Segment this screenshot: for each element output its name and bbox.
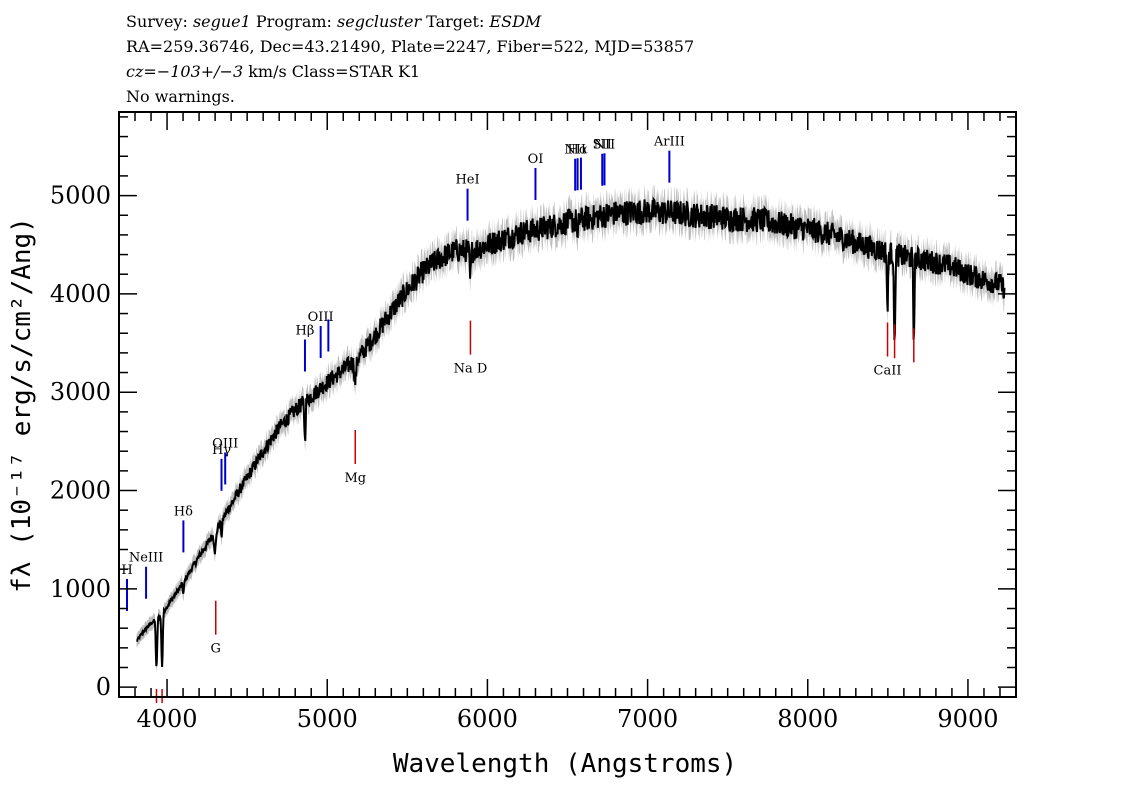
emission-line-label: NeIII xyxy=(129,551,163,566)
y-tick-label: 2000 xyxy=(50,477,111,505)
emission-line-label: HeI xyxy=(455,173,479,188)
y-axis-label: fλ (10⁻¹⁷ erg/s/cm²/Ang) xyxy=(7,217,37,593)
emission-line-label: Hγ xyxy=(212,443,231,458)
survey-label: Survey: xyxy=(126,12,193,31)
absorption-line-label: G xyxy=(211,642,221,657)
x-axis-label: Wavelength (Angstroms) xyxy=(393,749,737,779)
plot-frame xyxy=(118,111,1017,698)
emission-line-label: NII xyxy=(564,143,586,158)
chart-header: Survey: segue1 Program: segcluster Targe… xyxy=(126,12,694,106)
header-line-survey: Survey: segue1 Program: segcluster Targe… xyxy=(126,12,542,31)
absorption-line-label: Na D xyxy=(454,362,488,377)
y-tick-label: 1000 xyxy=(50,575,111,603)
class-value: km/s Class=STAR K1 xyxy=(243,62,420,81)
tick-labels: 4000 5000 6000 7000 8000 9000 0 1000 2000 3000 400… xyxy=(50,182,999,733)
emission-line-label: OIII xyxy=(308,310,334,325)
emission-line-label: Hδ xyxy=(174,504,193,519)
header-line-coords: RA=259.36746, Dec=43.21490, Plate=2247, … xyxy=(126,37,694,56)
y-tick-label: 4000 xyxy=(50,280,111,308)
redshift-value: cz=−103+/−3 xyxy=(126,62,243,81)
survey-value: segue1 xyxy=(193,12,251,31)
y-tick-label: 0 xyxy=(96,673,111,701)
program-label: Program: xyxy=(251,12,337,31)
flux-line xyxy=(136,196,1006,668)
x-tick-label: 4000 xyxy=(137,705,198,733)
target-label: Target: xyxy=(421,12,489,31)
header-line-class: cz=−103+/−3 km/s Class=STAR K1 xyxy=(126,62,420,81)
emission-line-label: SII xyxy=(593,138,612,153)
x-tick-label: 8000 xyxy=(777,705,838,733)
emission-line-label: OI xyxy=(528,152,544,167)
header-line-warnings: No warnings. xyxy=(126,87,235,106)
target-value: ESDM xyxy=(488,12,541,31)
emission-line-label: ArIII xyxy=(653,135,685,150)
program-value: segcluster xyxy=(337,12,422,31)
emission-line-label: H xyxy=(121,563,132,578)
flux-series xyxy=(136,196,1006,668)
emission-line-label: Hα xyxy=(568,142,588,157)
x-tick-label: 5000 xyxy=(297,705,358,733)
emission-line-label: OIII xyxy=(212,436,238,451)
y-tick-label: 3000 xyxy=(50,378,111,406)
emission-line-label: Hβ xyxy=(296,324,315,339)
x-tick-label: 9000 xyxy=(937,705,998,733)
x-tick-label: 7000 xyxy=(617,705,678,733)
absorption-line-label: Mg xyxy=(344,471,366,486)
absorption-line-label: CaII xyxy=(874,363,902,378)
axis-ticks xyxy=(118,112,1017,697)
emission-line-label: NII xyxy=(594,137,616,152)
y-tick-label: 5000 xyxy=(50,182,111,210)
x-tick-label: 6000 xyxy=(457,705,518,733)
